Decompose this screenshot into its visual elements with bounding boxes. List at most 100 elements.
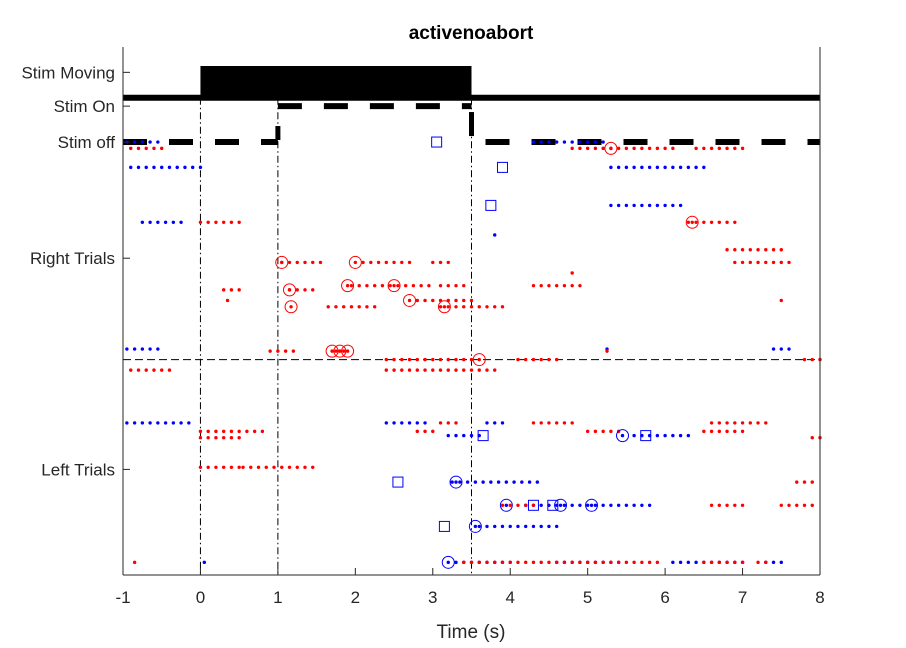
lick-dot — [771, 560, 776, 565]
lick-dot — [152, 165, 156, 170]
lick-dot — [500, 524, 505, 529]
lick-dot — [369, 260, 373, 265]
lick-dot — [229, 429, 234, 434]
lick-dot — [655, 433, 660, 438]
lick-dot — [303, 260, 307, 265]
lick-dot — [462, 368, 466, 372]
lick-dot — [407, 368, 412, 372]
lick-dot — [493, 305, 497, 309]
lick-dot — [206, 429, 210, 434]
lick-dot — [733, 220, 737, 224]
lick-dot — [578, 503, 582, 508]
lick-dot — [423, 421, 427, 425]
lick-dot — [585, 146, 590, 151]
trial-row — [275, 255, 791, 269]
lick-dot — [469, 298, 474, 303]
lick-dot — [562, 421, 567, 425]
lick-dot — [531, 140, 536, 144]
reward-circle-marker — [449, 475, 463, 489]
lick-dot — [148, 220, 152, 224]
lick-dot — [415, 357, 419, 362]
lick-dot — [787, 347, 791, 351]
lick-dot — [562, 140, 567, 144]
reward-circle-marker — [441, 555, 455, 569]
lick-dot — [570, 140, 574, 144]
lick-dot — [493, 368, 497, 372]
lick-dot — [678, 560, 683, 565]
lick-dot — [663, 203, 667, 208]
lick-dot — [237, 288, 241, 292]
y-tick-label: Stim Moving — [21, 63, 115, 82]
lick-dot — [458, 480, 462, 484]
lick-dot — [531, 503, 536, 508]
lick-dot — [419, 283, 423, 288]
lick-dot — [481, 480, 485, 484]
response-square-marker — [485, 199, 497, 211]
lick-dot — [717, 429, 722, 434]
lick-dot — [547, 560, 551, 565]
lick-dot — [593, 503, 598, 508]
lick-dot — [516, 357, 520, 362]
lick-dot — [771, 260, 776, 265]
lick-dot — [179, 220, 183, 224]
lick-dot — [779, 298, 783, 303]
reward-center-dot — [289, 305, 293, 309]
lick-dot — [214, 465, 218, 469]
lick-dot — [570, 271, 574, 275]
lick-dot — [462, 433, 466, 438]
lick-dot — [524, 524, 528, 529]
y-tick-label: Stim off — [58, 133, 116, 152]
lick-dot — [593, 429, 598, 434]
x-tick-label: 7 — [738, 588, 747, 607]
lick-dot — [554, 357, 559, 362]
lick-dot — [469, 368, 474, 372]
lick-dot — [198, 436, 203, 440]
lick-dot — [609, 429, 613, 434]
reward-center-dot — [280, 260, 284, 265]
lick-dot — [539, 503, 543, 508]
lick-dot — [446, 357, 450, 362]
lick-dot — [500, 305, 505, 309]
lick-dot — [771, 347, 776, 351]
lick-dot — [640, 203, 644, 208]
lick-dot — [392, 260, 396, 265]
lick-dot — [125, 421, 129, 425]
lick-dot — [516, 503, 520, 508]
lick-dot — [601, 140, 605, 144]
reward-center-dot — [690, 220, 694, 224]
lick-dot — [249, 465, 253, 469]
trial-row — [125, 347, 791, 351]
lick-dot — [477, 560, 481, 565]
x-tick-label: 1 — [273, 588, 282, 607]
lick-dot — [686, 433, 691, 438]
lick-dot — [183, 165, 187, 170]
trial-row — [221, 283, 315, 297]
lick-dot — [214, 436, 218, 440]
lick-dot — [802, 480, 807, 484]
lick-dot — [264, 465, 268, 469]
lick-dot — [694, 146, 698, 151]
lick-dot — [229, 288, 234, 292]
lick-dot — [694, 220, 698, 224]
lick-dot — [206, 465, 210, 469]
lick-dot — [694, 165, 698, 170]
lick-dot — [485, 368, 489, 372]
lick-dot — [810, 357, 814, 362]
lick-dot — [392, 368, 396, 372]
lick-dot — [349, 283, 354, 288]
lick-dot — [361, 260, 365, 265]
lick-dot — [562, 560, 567, 565]
lick-dot — [547, 140, 551, 144]
trial-row — [125, 136, 605, 148]
lick-dot — [396, 283, 400, 288]
lick-dot — [640, 560, 644, 565]
lick-dot — [136, 165, 141, 170]
lick-dot — [454, 560, 458, 565]
lick-dot — [438, 260, 443, 265]
reward-circle-marker — [275, 255, 289, 269]
lick-dot — [256, 465, 261, 469]
lick-dot — [717, 503, 722, 508]
lick-dot — [531, 283, 536, 288]
lick-dot — [148, 347, 152, 351]
lick-dot — [400, 357, 404, 362]
